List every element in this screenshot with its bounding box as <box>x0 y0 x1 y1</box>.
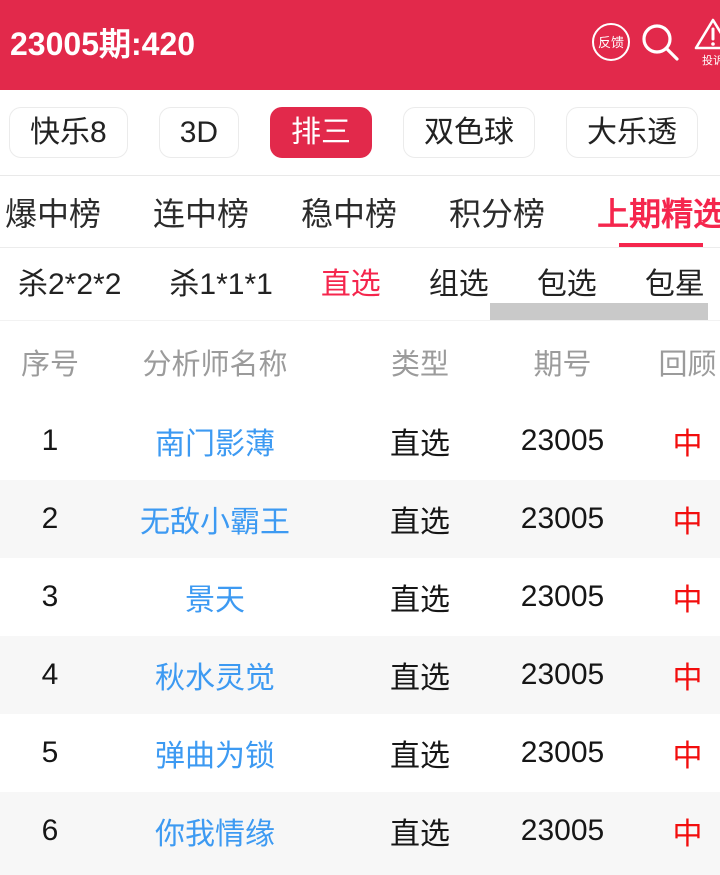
analyst-name-link[interactable]: 秋水灵觉 <box>155 662 275 695</box>
table-row: 2 无敌小霸王 直选 23005 中 <box>0 480 720 558</box>
filter-tab-label: 直选 <box>320 267 381 301</box>
ranking-tab[interactable]: 稳中榜 <box>301 176 397 247</box>
app-header: 23005期:420 反馈 投诉 <box>0 0 720 90</box>
horizontal-scrollbar[interactable] <box>490 303 708 320</box>
lottery-tab[interactable]: 快乐8 <box>9 107 128 158</box>
header-icons: 反馈 投诉 <box>592 17 720 68</box>
ranking-tab-label: 稳中榜 <box>301 195 398 232</box>
next-row-partial <box>0 870 720 875</box>
feedback-icon-label: 反馈 <box>597 34 624 50</box>
ranking-tab-label: 爆中榜 <box>5 195 102 232</box>
ranking-tab-label: 连中榜 <box>153 195 250 232</box>
warning-triangle-glyph <box>694 18 720 49</box>
row-result: 中 <box>672 584 703 617</box>
magnifier-glyph <box>642 24 679 61</box>
filter-tab[interactable]: 杀1*1*1 <box>169 259 272 303</box>
row-index: 3 <box>41 580 59 613</box>
feedback-icon[interactable]: 反馈 <box>592 23 630 61</box>
row-result: 中 <box>672 740 703 773</box>
col-header-review: 回顾 <box>615 321 720 402</box>
table-header-row: 序号 分析师名称 类型 期号 回顾 <box>0 321 720 402</box>
ranking-tab-label: 积分榜 <box>449 195 546 232</box>
filter-tab[interactable]: 杀2*2*2 <box>18 259 121 303</box>
col-header-issue: 期号 <box>510 321 615 402</box>
row-result: 中 <box>672 662 703 695</box>
filter-tab-label: 包星 <box>644 267 705 301</box>
row-type: 直选 <box>390 662 450 695</box>
filter-tab-label: 包选 <box>536 267 597 301</box>
analyst-name-link[interactable]: 弹曲为锁 <box>155 740 275 773</box>
table-row: 5 弹曲为锁 直选 23005 中 <box>0 714 720 792</box>
lottery-tab[interactable]: 双色球 <box>403 107 536 158</box>
analyst-name-link[interactable]: 景天 <box>185 584 245 617</box>
row-issue: 23005 <box>520 502 605 535</box>
row-type: 直选 <box>390 428 450 461</box>
col-header-name: 分析师名称 <box>100 321 330 402</box>
page-title: 23005期:420 <box>10 26 196 62</box>
row-type: 直选 <box>390 740 450 773</box>
filter-tab[interactable]: 包星 <box>645 259 705 303</box>
table-row: 1 南门影薄 直选 23005 中 <box>0 402 720 480</box>
table-row: 4 秋水灵觉 直选 23005 中 <box>0 636 720 714</box>
row-index: 2 <box>41 502 59 535</box>
lottery-tab-label: 3D <box>179 116 219 149</box>
search-icon[interactable] <box>639 21 681 63</box>
table-body: 1 南门影薄 直选 23005 中 2 无敌小霸王 直选 23005 中 3 景… <box>0 402 720 870</box>
lottery-tab-label: 排三 <box>291 116 352 149</box>
row-result: 中 <box>672 506 703 539</box>
row-issue: 23005 <box>520 814 605 847</box>
row-result: 中 <box>672 818 703 851</box>
filter-tab[interactable]: 直选 <box>321 259 381 303</box>
row-issue: 23005 <box>520 424 605 457</box>
ranking-tab[interactable]: 爆中榜 <box>5 176 101 247</box>
filter-tab-label: 组选 <box>428 267 489 301</box>
ranking-nav: 爆中榜 连中榜 稳中榜 积分榜 上期精选 <box>0 176 720 248</box>
row-type: 直选 <box>390 584 450 617</box>
table-row: 6 你我情缘 直选 23005 中 <box>0 792 720 870</box>
table-row: 3 景天 直选 23005 中 <box>0 558 720 636</box>
row-index: 4 <box>41 658 59 691</box>
complaint-label: 投诉 <box>702 54 720 67</box>
filter-nav: 杀2*2*2 杀1*1*1 直选 组选 包选 包星 <box>0 248 720 303</box>
ranking-tab[interactable]: 积分榜 <box>449 176 545 247</box>
row-result: 中 <box>672 428 703 461</box>
ranking-tab[interactable]: 上期精选 <box>597 176 720 247</box>
filter-tab-label: 杀2*2*2 <box>18 267 122 301</box>
lottery-tab[interactable]: 3D <box>158 107 240 158</box>
analyst-name-link[interactable]: 无敌小霸王 <box>140 506 290 539</box>
row-index: 6 <box>41 814 59 847</box>
col-header-index: 序号 <box>0 321 100 402</box>
analyst-name-link[interactable]: 你我情缘 <box>155 818 275 851</box>
col-header-type: 类型 <box>330 321 510 402</box>
lottery-tab[interactable]: 排三 <box>270 107 373 158</box>
filter-tab[interactable]: 组选 <box>429 259 489 303</box>
filter-tab[interactable]: 包选 <box>537 259 597 303</box>
lottery-tab-label: 大乐透 <box>587 116 678 149</box>
lottery-tab-label: 双色球 <box>424 116 515 149</box>
row-issue: 23005 <box>520 736 605 769</box>
ranking-tab[interactable]: 连中榜 <box>153 176 249 247</box>
row-type: 直选 <box>390 506 450 539</box>
lottery-tab-bar: 快乐8 3D 排三 双色球 大乐透 七 <box>0 90 720 176</box>
filter-tab-label: 杀1*1*1 <box>169 267 273 301</box>
row-issue: 23005 <box>520 658 605 691</box>
row-index: 5 <box>41 736 59 769</box>
lottery-tab[interactable]: 大乐透 <box>566 107 699 158</box>
row-index: 1 <box>41 424 59 457</box>
row-issue: 23005 <box>520 580 605 613</box>
row-type: 直选 <box>390 818 450 851</box>
analysts-table: 序号 分析师名称 类型 期号 回顾 1 南门影薄 直选 23005 中 2 无敌… <box>0 321 720 870</box>
complaint-icon[interactable]: 投诉 <box>690 17 720 68</box>
ranking-tab-label: 上期精选 <box>597 195 720 232</box>
filter-nav-section: 杀2*2*2 杀1*1*1 直选 组选 包选 包星 <box>0 248 720 321</box>
lottery-tab-label: 快乐8 <box>30 116 107 149</box>
analyst-name-link[interactable]: 南门影薄 <box>155 428 275 461</box>
